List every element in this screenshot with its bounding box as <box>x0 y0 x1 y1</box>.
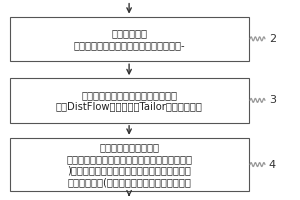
Text: 发电机组出力特性等为约束，建立新能源接入配: 发电机组出力特性等为约束，建立新能源接入配 <box>66 154 192 164</box>
Text: 基于DistFlow潮流方程和Tailor展开方程，建: 基于DistFlow潮流方程和Tailor展开方程，建 <box>56 101 202 111</box>
Text: 仿射出力模型: 仿射出力模型 <box>111 28 147 38</box>
Text: 基于仿射计算技术，建立新能源概率区间-: 基于仿射计算技术，建立新能源概率区间- <box>73 40 185 50</box>
FancyBboxPatch shape <box>10 138 248 191</box>
Text: )最大或最小为目标，以潮流平衡、系统安全、: )最大或最小为目标，以潮流平衡、系统安全、 <box>67 165 191 175</box>
Text: 2: 2 <box>269 34 276 44</box>
FancyBboxPatch shape <box>10 17 248 61</box>
Text: 以特定电气量(如网损、发电费用、购电成本等: 以特定电气量(如网损、发电费用、购电成本等 <box>67 177 191 187</box>
Text: 3: 3 <box>269 95 276 105</box>
Text: 4: 4 <box>269 160 276 170</box>
FancyBboxPatch shape <box>10 78 248 123</box>
Text: 立新能源接入配电网的仿射潮流模型: 立新能源接入配电网的仿射潮流模型 <box>81 90 177 100</box>
Text: 电网潮流动态优化模型: 电网潮流动态优化模型 <box>99 142 159 152</box>
